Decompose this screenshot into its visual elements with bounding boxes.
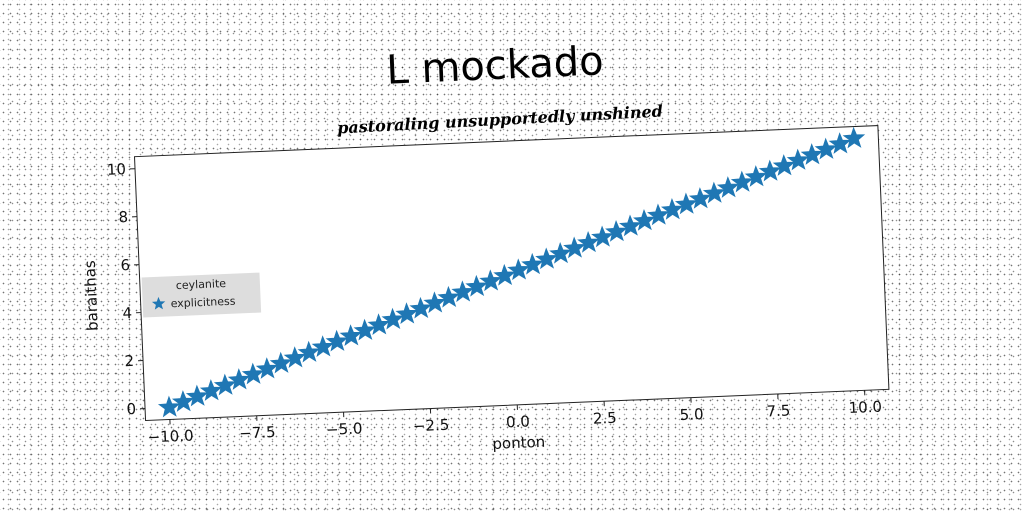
y-tick-label: 10 — [107, 160, 127, 179]
legend-marker-star-icon — [151, 296, 166, 310]
data-point-star — [800, 143, 824, 165]
data-point-star — [367, 313, 391, 336]
legend-box — [141, 272, 262, 318]
data-point-star — [297, 340, 321, 363]
x-axis: −10.0 −7.5 −5.0 −2.5 0.0 2.5 5.0 7.5 10.0 — [147, 390, 882, 446]
x-axis-label: ponton — [492, 433, 545, 453]
data-point-star — [786, 148, 810, 171]
data-point-star — [591, 225, 614, 248]
x-tick-label: −10.0 — [147, 426, 194, 446]
data-point-star — [437, 285, 460, 308]
y-tick-label: 8 — [118, 208, 128, 226]
data-point-star — [381, 307, 405, 330]
data-point-star — [325, 329, 349, 352]
x-tick-label: 2.5 — [592, 409, 617, 428]
data-point-star — [577, 230, 600, 253]
series-explicitness — [157, 126, 866, 418]
data-point-star — [646, 203, 670, 226]
y-axis-label: baraithas — [81, 260, 102, 332]
data-point-star — [814, 137, 838, 160]
x-tick-label: 0.0 — [506, 412, 531, 431]
data-point-star — [213, 373, 237, 396]
data-point-star — [507, 258, 530, 281]
data-point-star — [633, 209, 656, 231]
data-point-star — [605, 220, 628, 242]
data-point-star — [255, 357, 279, 379]
data-point-star — [451, 280, 474, 303]
data-point-star — [702, 181, 726, 204]
plot-area: −10.0 −7.5 −5.0 −2.5 0.0 2.5 5.0 7.5 10.0 0 2 4 6 8 1… — [81, 125, 890, 453]
data-point-star — [185, 384, 209, 407]
data-point-star — [465, 274, 488, 297]
data-point-star — [842, 126, 866, 149]
data-point-star — [674, 192, 698, 215]
data-point-star — [493, 263, 516, 286]
data-point-star — [199, 379, 223, 401]
data-point-star — [283, 346, 307, 368]
legend: ceylanite explicitness — [141, 272, 262, 318]
data-point-star — [772, 154, 796, 176]
y-tick-label: 4 — [122, 304, 132, 322]
x-tick-label: −2.5 — [413, 416, 450, 436]
data-point-star — [716, 176, 740, 198]
data-point-star — [730, 170, 754, 193]
data-point-star — [423, 291, 446, 314]
data-point-star — [269, 351, 293, 374]
data-point-star — [479, 269, 502, 292]
data-point-star — [563, 236, 586, 259]
y-axis: 0 2 4 6 8 10 — [107, 160, 146, 418]
y-tick-label: 6 — [120, 256, 130, 274]
chart-subtitle: pastoraling unsupportedly unshined — [337, 101, 664, 137]
x-tick-label: 7.5 — [766, 401, 791, 420]
y-tick-label: 0 — [126, 400, 136, 418]
y-tick-label: 2 — [124, 352, 134, 370]
data-point-star — [619, 214, 642, 237]
data-point-star — [688, 187, 712, 209]
data-point-star — [521, 252, 544, 275]
data-point-star — [311, 335, 335, 357]
legend-title: ceylanite — [176, 277, 227, 292]
data-point-star — [744, 165, 768, 187]
data-point-star — [395, 302, 419, 325]
chart-title: L mockado — [385, 38, 604, 93]
data-point-star — [828, 132, 852, 154]
data-point-star — [409, 296, 432, 319]
x-tick-label: 10.0 — [848, 398, 882, 417]
data-point-star — [660, 198, 684, 220]
data-point-star — [549, 241, 572, 264]
data-point-star — [241, 362, 265, 385]
data-point-star — [758, 159, 782, 182]
data-point-star — [227, 368, 251, 390]
legend-entry-label: explicitness — [170, 295, 236, 311]
data-point-star — [339, 324, 363, 346]
data-point-star — [353, 318, 377, 341]
data-point-star — [535, 247, 558, 270]
x-tick-label: −5.0 — [326, 419, 363, 439]
x-tick-label: −7.5 — [239, 423, 276, 443]
x-tick-label: 5.0 — [679, 405, 704, 424]
data-point-star — [171, 390, 195, 412]
data-point-star — [157, 395, 181, 418]
